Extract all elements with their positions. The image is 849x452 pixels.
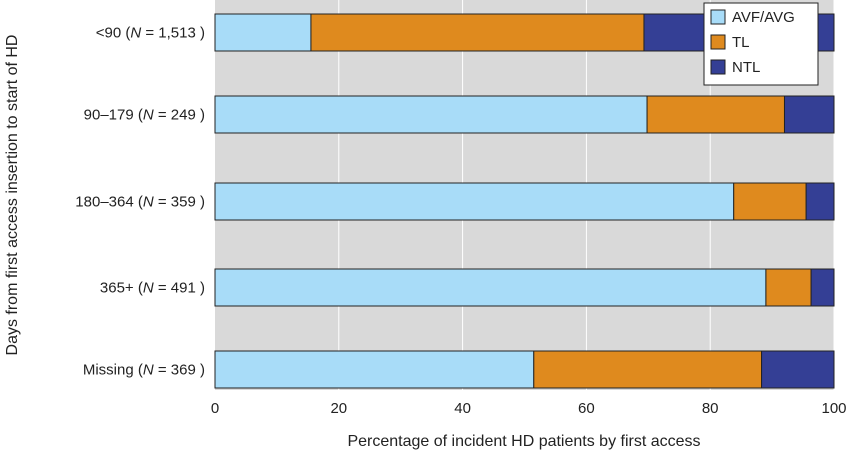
category-labels: <90 (N = 1,513 ) 90–179 (N = 249 ) 180–364… xyxy=(75,25,205,379)
bar-segment xyxy=(765,268,812,307)
bar-segment xyxy=(214,182,735,221)
legend-swatch xyxy=(710,34,726,50)
bar-segment xyxy=(214,350,535,389)
bar-segment xyxy=(810,268,835,307)
bar-segment xyxy=(733,182,807,221)
bar-segment xyxy=(533,350,763,389)
x-tick-label: 40 xyxy=(454,400,471,417)
bar-segment xyxy=(214,268,767,307)
legend-label: TL xyxy=(732,34,750,51)
x-tick-label: 0 xyxy=(211,400,219,417)
y-axis-title: Days from first access insertion to star… xyxy=(4,35,21,356)
x-tick-label: 60 xyxy=(578,400,595,417)
legend: AVF/AVG TL NTL xyxy=(703,2,819,86)
bar-segment xyxy=(761,350,835,389)
bar-segment xyxy=(783,95,835,134)
legend-label: NTL xyxy=(732,59,760,76)
category-label: Missing (N = 369 ) xyxy=(83,362,205,379)
x-axis-title: Percentage of incident HD patients by fi… xyxy=(347,433,700,450)
bar-segment xyxy=(310,13,645,52)
category-label: 90–179 (N = 249 ) xyxy=(84,107,205,124)
bar-segment xyxy=(214,95,648,134)
bar-segment xyxy=(646,95,785,134)
bar-segment xyxy=(805,182,835,221)
x-tick-label: 20 xyxy=(330,400,347,417)
legend-swatch xyxy=(710,9,726,25)
bar-segment xyxy=(214,13,312,52)
x-tick-label: 80 xyxy=(702,400,719,417)
x-tick-labels: 0 20 40 60 80 100 xyxy=(211,400,847,417)
bars xyxy=(214,13,835,389)
category-label: <90 (N = 1,513 ) xyxy=(96,25,205,42)
x-tick-label: 100 xyxy=(821,400,846,417)
category-label: 365+ (N = 491 ) xyxy=(100,280,205,297)
legend-swatch xyxy=(710,59,726,75)
category-label: 180–364 (N = 359 ) xyxy=(75,194,205,211)
legend-label: AVF/AVG xyxy=(732,9,795,26)
